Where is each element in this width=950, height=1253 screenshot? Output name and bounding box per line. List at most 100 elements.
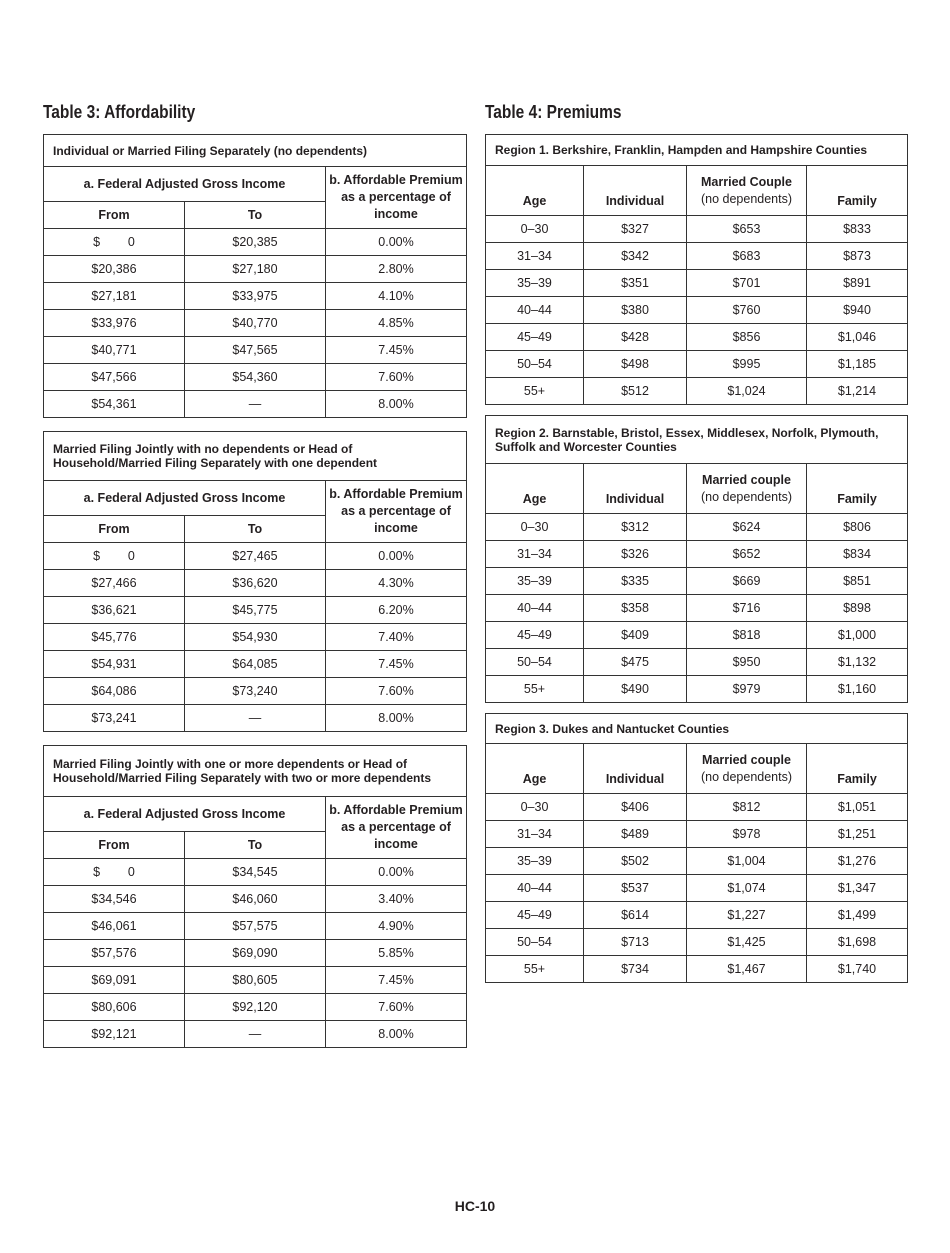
cell-from: $92,121 (43, 1020, 185, 1048)
cell-to: $46,060 (184, 885, 326, 913)
table-row: $92,121—8.00% (43, 1020, 468, 1048)
cell-married: $1,004 (686, 847, 807, 875)
cell-to: $20,385 (184, 228, 326, 256)
married-label: Married Couple (701, 174, 792, 189)
cell-to: — (184, 704, 326, 732)
cell-to: $80,605 (184, 966, 326, 994)
cell-married: $856 (686, 323, 807, 351)
table3-title: Table 3: Affordability (43, 102, 196, 122)
column-header-to: To (184, 201, 326, 229)
cell-individual: $351 (583, 269, 687, 297)
cell-to: $92,120 (184, 993, 326, 1021)
table-row: $34,546 $46,060 3.40% (43, 885, 468, 913)
cell-individual: $490 (583, 675, 687, 703)
married-note: (no dependents) (700, 489, 793, 504)
cell-percent: 7.60% (324, 677, 468, 705)
cell-married: $978 (686, 820, 807, 848)
table-row: $ 0 $27,465 0.00% (43, 542, 468, 570)
cell-from: $33,976 (43, 309, 185, 337)
cell-individual: $502 (583, 847, 687, 875)
cell-from: $40,771 (43, 336, 185, 364)
cell-family: $1,214 (805, 377, 909, 405)
table-row: 50–54 $498 $995 $1,185 (485, 350, 909, 378)
column-header-family: Family (805, 743, 909, 794)
cell-individual: $358 (583, 594, 687, 622)
cell-from: $27,466 (43, 569, 185, 597)
cell-married: $716 (686, 594, 807, 622)
table-row: $46,061 $57,575 4.90% (43, 912, 468, 940)
table-row: $27,181 $33,975 4.10% (43, 282, 467, 310)
column-header-from: From (43, 515, 185, 543)
column-header-agi: a. Federal Adjusted Gross Income (43, 480, 326, 516)
cell-percent: 4.30% (324, 569, 468, 597)
cell-from: $36,621 (43, 596, 185, 624)
cell-to: $40,770 (184, 309, 326, 337)
cell-to: — (184, 390, 326, 418)
column-header-to: To (184, 515, 326, 543)
cell-to: $54,360 (184, 363, 326, 391)
cell-to: $27,180 (184, 255, 326, 283)
cell-individual: $409 (583, 621, 687, 649)
cell-percent: 7.60% (324, 993, 468, 1021)
cell-to: $73,240 (184, 677, 326, 705)
cell-to: $45,775 (184, 596, 326, 624)
table-row: 55+ $512 $1,024 $1,214 (485, 377, 909, 405)
table-row: 31–34 $326 $652 $834 (485, 540, 909, 568)
affordability-table: Individual or Married Filing Separately … (43, 134, 467, 418)
cell-to: $34,545 (184, 858, 326, 886)
column-header-from: From (43, 831, 185, 859)
cell-married: $1,024 (686, 377, 807, 405)
cell-married: $669 (686, 567, 807, 595)
table-row: 45–49 $614 $1,227 $1,499 (485, 901, 909, 929)
affordability-table: Married Filing Jointly with no dependent… (42, 431, 468, 732)
cell-percent: 4.10% (325, 282, 467, 310)
table-row: $54,931 $64,085 7.45% (43, 650, 468, 678)
cell-from: $34,546 (43, 885, 185, 913)
page-number: HC-10 (454, 1198, 496, 1214)
cell-individual: $380 (583, 296, 687, 324)
cell-percent: 5.85% (324, 939, 468, 967)
cell-family: $1,698 (805, 928, 909, 956)
cell-age: 50–54 (485, 350, 584, 378)
column-header-from: From (43, 201, 185, 229)
column-header-individual: Individual (583, 165, 687, 216)
married-note: (no dependents) (700, 191, 793, 206)
cell-percent: 0.00% (324, 542, 468, 570)
cell-age: 31–34 (485, 242, 584, 270)
cell-age: 31–34 (485, 540, 584, 568)
cell-to: $57,575 (184, 912, 326, 940)
affordability-table: Married Filing Jointly with one or more … (42, 745, 468, 1048)
cell-percent: 7.45% (324, 966, 468, 994)
table-section-title: Married Filing Jointly with no dependent… (42, 431, 468, 481)
cell-family: $898 (805, 594, 909, 622)
cell-from: $ 0 (43, 858, 185, 886)
cell-family: $1,051 (805, 793, 909, 821)
cell-married: $1,074 (686, 874, 807, 902)
cell-percent: 3.40% (324, 885, 468, 913)
table-row: 40–44 $380 $760 $940 (485, 296, 909, 324)
cell-age: 31–34 (485, 820, 584, 848)
cell-individual: $537 (583, 874, 687, 902)
cell-from: $54,931 (43, 650, 185, 678)
table-row: $64,086 $73,240 7.60% (43, 677, 468, 705)
cell-family: $891 (805, 269, 909, 297)
cell-individual: $327 (583, 215, 687, 243)
table-row: 31–34 $489 $978 $1,251 (485, 820, 909, 848)
cell-individual: $312 (583, 513, 687, 541)
column-header-individual: Individual (583, 463, 687, 514)
table-row: 45–49 $409 $818 $1,000 (485, 621, 909, 649)
table-row: $45,776 $54,930 7.40% (43, 623, 468, 651)
region-title: Region 3. Dukes and Nantucket Counties (484, 713, 909, 744)
cell-family: $1,046 (805, 323, 909, 351)
cell-married: $950 (686, 648, 807, 676)
cell-to: $54,930 (184, 623, 326, 651)
cell-from: $46,061 (43, 912, 185, 940)
cell-married: $683 (686, 242, 807, 270)
cell-to: $69,090 (184, 939, 326, 967)
premiums-table: Region 3. Dukes and Nantucket Counties Ag… (484, 713, 909, 983)
cell-family: $834 (805, 540, 909, 568)
cell-from: $64,086 (43, 677, 185, 705)
table-row: 35–39 $335 $669 $851 (485, 567, 909, 595)
cell-individual: $342 (583, 242, 687, 270)
table-row: $40,771 $47,565 7.45% (43, 336, 467, 364)
